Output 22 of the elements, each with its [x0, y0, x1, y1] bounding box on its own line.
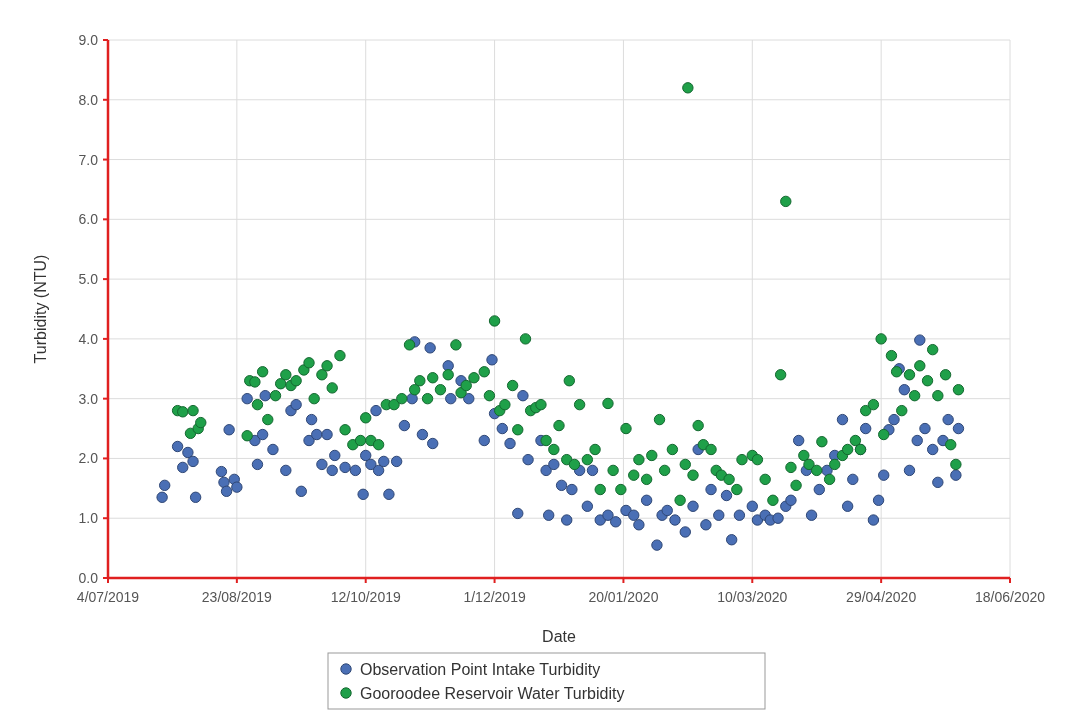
- x-axis-title: Date: [542, 628, 576, 645]
- y-tick-label: 2.0: [78, 450, 99, 467]
- y-tick-label: 5.0: [78, 271, 99, 288]
- y-tick-label: 4.0: [78, 330, 99, 347]
- y-tick-label: 3.0: [78, 390, 99, 407]
- y-tick-label: 9.0: [78, 32, 99, 48]
- y-tick-label: 1.0: [78, 510, 99, 527]
- x-tick-label: 12/10/2019: [330, 589, 401, 605]
- x-tick-label: 29/04/2020: [846, 589, 917, 605]
- x-tick-label: 1/12/2019: [463, 589, 526, 605]
- x-tick-label: 10/03/2020: [717, 589, 788, 605]
- x-tick-label: 18/06/2020: [974, 589, 1046, 605]
- y-tick-label: 7.0: [78, 151, 99, 168]
- x-tick-label: 4/07/2019: [76, 589, 140, 605]
- y-axis-title: Turbidity (NTU): [32, 254, 49, 364]
- y-tick-label: 8.0: [78, 91, 99, 108]
- y-tick-label: 6.0: [78, 211, 99, 228]
- legend-label: Gooroodee Reservoir Water Turbidity: [360, 685, 625, 702]
- x-tick-label: 23/08/2019: [201, 589, 273, 605]
- x-tick-label: 20/01/2020: [588, 589, 659, 605]
- legend-label: Observation Point Intake Turbidity: [360, 661, 601, 678]
- y-tick-label: 0.0: [78, 570, 99, 586]
